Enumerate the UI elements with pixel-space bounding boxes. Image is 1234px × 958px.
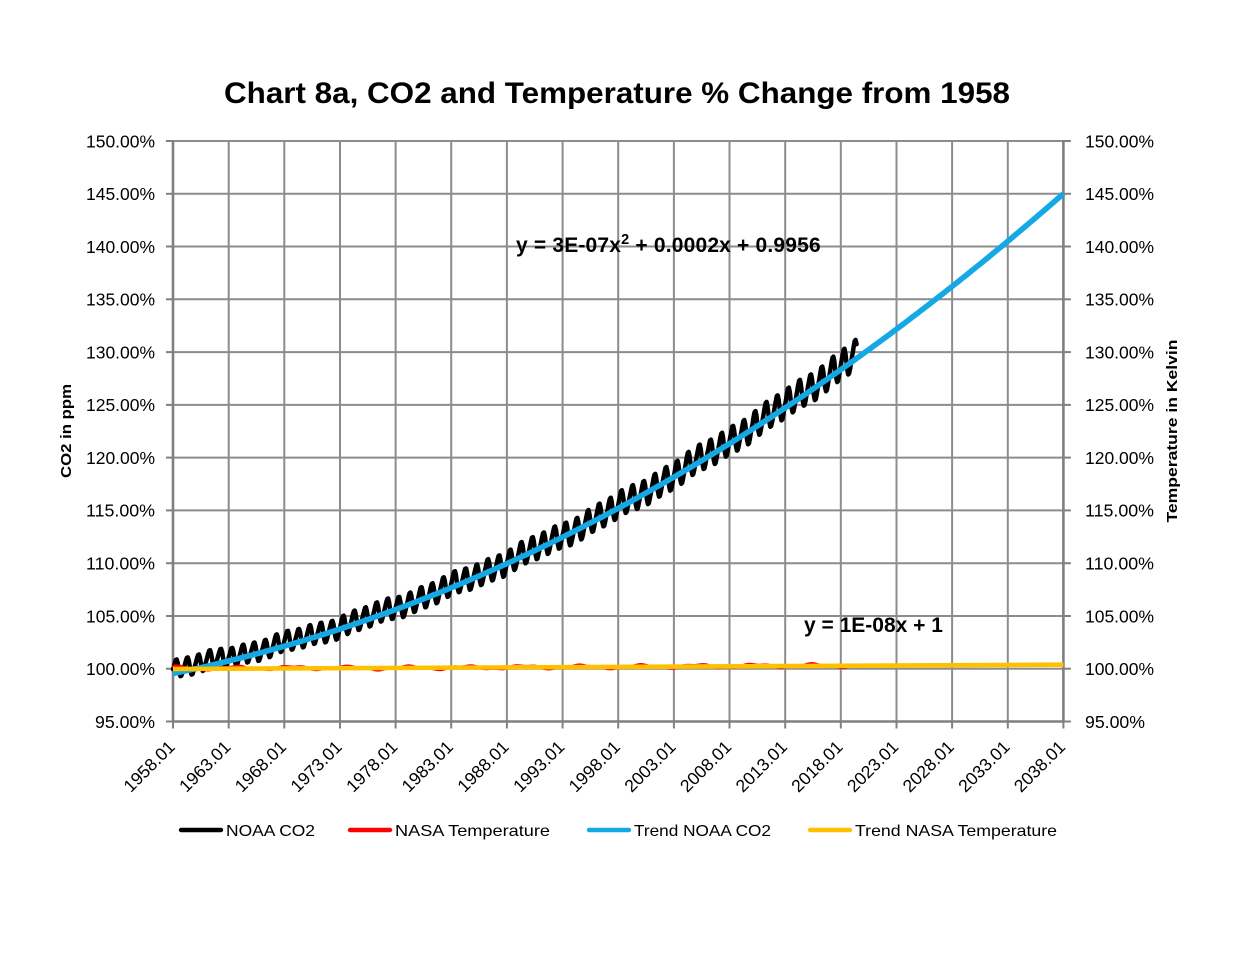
svg-text:100.00%: 100.00% <box>1085 659 1154 679</box>
svg-text:125.00%: 125.00% <box>1085 395 1154 415</box>
svg-text:100.00%: 100.00% <box>86 659 155 679</box>
svg-text:150.00%: 150.00% <box>86 131 155 151</box>
svg-text:130.00%: 130.00% <box>86 342 155 362</box>
svg-text:135.00%: 135.00% <box>86 290 155 310</box>
svg-text:Temperature in Kelvin: Temperature in Kelvin <box>1164 340 1181 523</box>
svg-text:130.00%: 130.00% <box>1085 342 1154 362</box>
svg-text:Trend NOAA CO2: Trend NOAA CO2 <box>634 823 771 840</box>
svg-text:NASA Temperature: NASA Temperature <box>395 823 550 840</box>
svg-text:y = 1E-08x + 1: y = 1E-08x + 1 <box>804 614 943 637</box>
svg-text:135.00%: 135.00% <box>1085 290 1154 310</box>
svg-text:95.00%: 95.00% <box>1085 712 1145 732</box>
svg-text:Trend NASA Temperature: Trend NASA Temperature <box>855 823 1057 840</box>
svg-text:95.00%: 95.00% <box>95 712 155 732</box>
svg-text:y = 3E-07x2 + 0.0002x + 0.9956: y = 3E-07x2 + 0.0002x + 0.9956 <box>516 232 821 257</box>
svg-text:145.00%: 145.00% <box>86 184 155 204</box>
svg-text:140.00%: 140.00% <box>1085 237 1154 257</box>
svg-text:110.00%: 110.00% <box>86 554 155 574</box>
svg-text:120.00%: 120.00% <box>86 448 155 468</box>
svg-text:110.00%: 110.00% <box>1085 554 1154 574</box>
svg-text:115.00%: 115.00% <box>86 501 155 521</box>
svg-text:150.00%: 150.00% <box>1085 131 1154 151</box>
svg-text:105.00%: 105.00% <box>1085 606 1154 626</box>
svg-text:Chart 8a, CO2 and Temperature: Chart 8a, CO2 and Temperature % Change f… <box>224 77 1010 110</box>
svg-text:105.00%: 105.00% <box>86 606 155 626</box>
svg-text:140.00%: 140.00% <box>86 237 155 257</box>
svg-text:120.00%: 120.00% <box>1085 448 1154 468</box>
svg-text:NOAA CO2: NOAA CO2 <box>226 823 315 840</box>
svg-text:115.00%: 115.00% <box>1085 501 1154 521</box>
svg-text:CO2 in ppm: CO2 in ppm <box>58 384 75 478</box>
svg-text:125.00%: 125.00% <box>86 395 155 415</box>
svg-text:145.00%: 145.00% <box>1085 184 1154 204</box>
